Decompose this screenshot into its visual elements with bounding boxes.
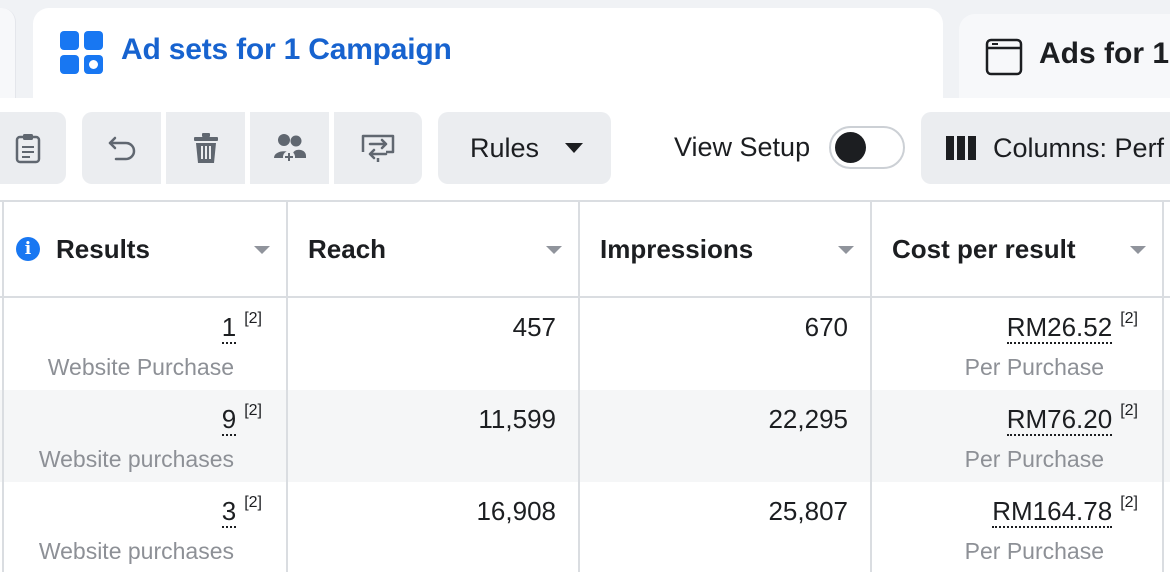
columns-dropdown[interactable]: Columns: Perf [921,112,1170,184]
cost-label: Per Purchase [964,354,1104,380]
results-label: Website purchases [38,538,234,564]
view-setup-toggle[interactable] [829,126,905,169]
table-row[interactable]: 3 [2] Website purchases 16,908 25,807 RM1… [0,482,1170,572]
results-value[interactable]: 1 [221,312,237,344]
caret-down-icon [565,143,584,153]
ab-test-icon [361,134,395,162]
column-header-results[interactable]: i Results [16,202,288,296]
data-table: 1 [2] Website Purchase 457 670 RM26.52 [2]… [0,200,1170,572]
undo-icon [108,136,135,161]
impressions-value: 670 [804,312,848,342]
toggle-knob [835,132,866,163]
create-audience-button[interactable] [250,112,329,184]
table-row[interactable]: 9 [2] Website purchases 11,599 22,295 RM7… [0,390,1170,482]
column-divider[interactable] [1162,202,1164,572]
ad-window-icon [985,38,1023,76]
column-divider[interactable] [578,202,580,572]
cost-cell: RM26.52 [2] Per Purchase [872,298,1164,390]
cost-cell: RM164.78 [2] Per Purchase [872,482,1164,572]
reach-cell: 457 [288,298,580,390]
cost-footnote: [2] [1120,310,1138,327]
impressions-cell: 22,295 [580,390,872,482]
results-label: Website purchases [38,446,234,472]
cost-footnote: [2] [1120,402,1138,419]
sort-caret-icon[interactable] [546,246,562,254]
reach-cell: 11,599 [288,390,580,482]
results-label: Website Purchase [47,354,234,380]
results-footnote: [2] [244,494,262,511]
view-setup-label: View Setup [674,132,811,162]
clipboard-icon [15,134,41,164]
reach-value: 457 [512,312,556,342]
results-footnote: [2] [244,402,262,419]
rules-label: Rules [470,132,540,163]
reach-value: 11,599 [478,404,556,434]
paste-button[interactable] [0,112,66,184]
cost-footnote: [2] [1120,494,1138,511]
column-header-label: Results [56,233,150,264]
column-header-cost-per-result[interactable]: Cost per result [892,202,1164,296]
tab-ad-sets-title: Ad sets for 1 Campaign [121,33,452,66]
cost-cell: RM76.20 [2] Per Purchase [872,390,1164,482]
reach-cell: 16,908 [288,482,580,572]
grid-icon [60,31,103,74]
results-cell: 3 [2] Website purchases [0,482,288,572]
tab-ads-title: Ads for 1 [1039,37,1170,70]
tab-bar: Ad sets for 1 Campaign Ads for 1 [0,0,1170,98]
columns-icon [946,136,976,160]
toolbar: Rules View Setup Columns: Perf [0,98,1170,202]
trash-icon [193,133,218,163]
column-divider[interactable] [286,202,288,572]
sort-caret-icon[interactable] [1130,246,1146,254]
info-icon[interactable]: i [16,237,40,261]
reach-value: 16,908 [476,496,556,526]
column-divider[interactable] [870,202,872,572]
column-header-label: Impressions [600,233,754,264]
people-add-icon [273,134,306,163]
tab-ad-sets[interactable]: Ad sets for 1 Campaign [33,8,943,98]
cost-label: Per Purchase [964,538,1104,564]
impressions-value: 22,295 [768,404,848,434]
column-header-label: Cost per result [892,233,1076,264]
sort-caret-icon[interactable] [838,246,854,254]
results-cell: 1 [2] Website Purchase [0,298,288,390]
column-divider [2,202,4,572]
delete-button[interactable] [166,112,245,184]
results-footnote: [2] [244,310,262,327]
sort-caret-icon[interactable] [254,246,270,254]
results-value[interactable]: 3 [221,496,237,528]
results-cell: 9 [2] Website purchases [0,390,288,482]
tab-ads[interactable]: Ads for 1 [959,14,1170,98]
column-header-label: Reach [308,233,387,264]
rules-dropdown[interactable]: Rules [438,112,611,184]
cost-label: Per Purchase [964,446,1104,472]
undo-button[interactable] [82,112,161,184]
table-row[interactable]: 1 [2] Website Purchase 457 670 RM26.52 [2]… [0,298,1170,390]
columns-label: Columns: Perf [993,132,1165,163]
cost-value[interactable]: RM164.78 [992,496,1113,528]
table-header: i Results Reach Impressions Cost per res… [0,202,1170,298]
impressions-cell: 25,807 [580,482,872,572]
cost-value[interactable]: RM26.52 [1006,312,1113,344]
impressions-value: 25,807 [768,496,848,526]
tab-previous[interactable] [0,8,16,98]
column-header-reach[interactable]: Reach [308,202,580,296]
results-value[interactable]: 9 [221,404,237,436]
impressions-cell: 670 [580,298,872,390]
cost-value[interactable]: RM76.20 [1006,404,1113,436]
ab-test-button[interactable] [334,112,422,184]
column-header-impressions[interactable]: Impressions [600,202,872,296]
